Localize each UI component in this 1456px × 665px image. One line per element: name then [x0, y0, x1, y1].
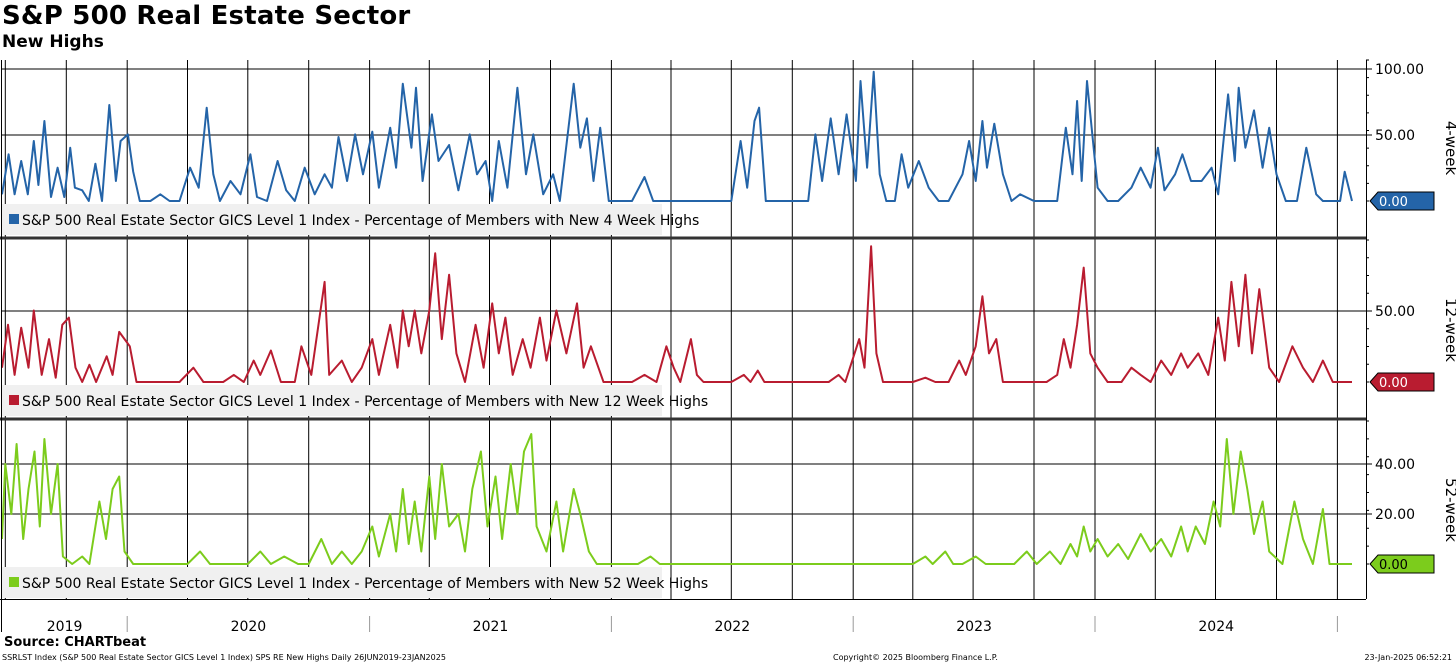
- legend-box: [2, 385, 662, 416]
- last-value-text: 0.00: [1379, 195, 1408, 210]
- x-tick-label: 2019: [47, 619, 83, 632]
- panel-label: 52-week: [1442, 478, 1456, 542]
- series-line: [1, 245, 1352, 383]
- last-value-text: 0.00: [1379, 558, 1408, 573]
- last-value-tag: 0.00: [1369, 554, 1435, 574]
- x-tick-label: 2024: [1198, 619, 1234, 632]
- legend-label: S&P 500 Real Estate Sector GICS Level 1 …: [22, 213, 699, 229]
- grid-layer: [4, 60, 1338, 599]
- chart-subtitle: New Highs: [2, 32, 104, 52]
- chart-title: S&P 500 Real Estate Sector: [2, 1, 411, 31]
- x-axis: 2019 2020 2021 2022 2023 2024: [47, 616, 1338, 632]
- x-tick-label: 2023: [956, 619, 992, 632]
- y-tick-label: 50.00: [1375, 128, 1415, 144]
- last-value-tag: 0.00: [1369, 372, 1435, 392]
- y-tick-label: 40.00: [1375, 457, 1415, 473]
- last-value-tag: 0.00: [1369, 191, 1435, 211]
- legend-box: [2, 204, 662, 235]
- legend-label: S&P 500 Real Estate Sector GICS Level 1 …: [22, 394, 708, 410]
- legend-label: S&P 500 Real Estate Sector GICS Level 1 …: [22, 576, 708, 592]
- panel-label: 12-week: [1442, 298, 1456, 362]
- frame-layer: [0, 60, 1367, 632]
- legend-swatch: [9, 395, 19, 405]
- x-tick-label: 2021: [473, 619, 509, 632]
- y-tick-label: 50.00: [1375, 304, 1415, 320]
- legend-swatch: [9, 577, 19, 587]
- x-tick-label: 2020: [231, 619, 267, 632]
- source-label: Source: CHARTbeat: [4, 635, 147, 650]
- y-tick-label: 100.00: [1375, 62, 1424, 78]
- panel-52-week: 40.00 20.00 S&P 500 Real Estate Sector GIC…: [1, 420, 1456, 598]
- series-line: [1, 70, 1353, 202]
- series-line: [1, 433, 1352, 565]
- panel-12-week: 50.00 S&P 500 Real Estate Sector GICS Lev…: [1, 239, 1456, 416]
- x-tick-label: 2022: [714, 619, 750, 632]
- chart-canvas: 100.00 50.00 S&P 500 Real Estate Sector GI…: [0, 59, 1456, 632]
- last-value-text: 0.00: [1379, 376, 1408, 391]
- footer-copyright: Copyright© 2025 Bloomberg Finance L.P.: [833, 653, 998, 662]
- panel-label: 4-week: [1442, 121, 1456, 176]
- y-tick-label: 20.00: [1375, 507, 1415, 523]
- legend-box: [2, 567, 662, 598]
- legend-swatch: [9, 214, 19, 224]
- footer-timestamp: 23-Jan-2025 06:52:21: [1364, 653, 1452, 662]
- footer-index-info: SSRLST Index (S&P 500 Real Estate Sector…: [2, 653, 446, 662]
- panel-4-week: 100.00 50.00 S&P 500 Real Estate Sector GI…: [1, 59, 1456, 235]
